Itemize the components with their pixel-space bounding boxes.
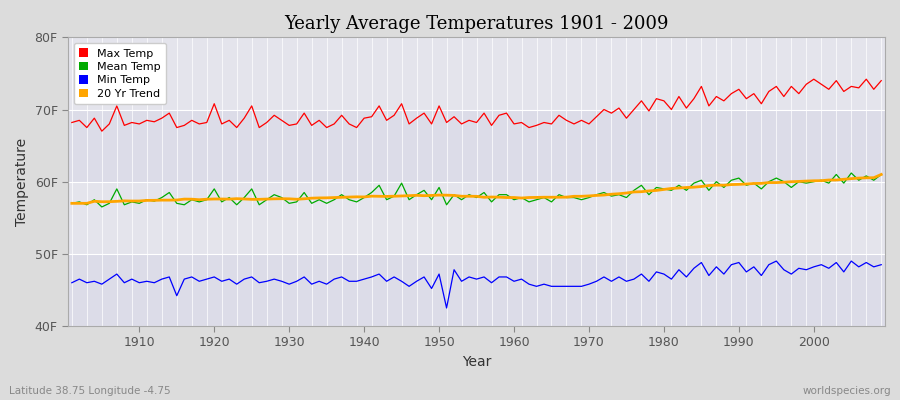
Bar (68, 182, 885, 254)
X-axis label: Year: Year (462, 355, 491, 369)
Legend: Max Temp, Mean Temp, Min Temp, 20 Yr Trend: Max Temp, Mean Temp, Min Temp, 20 Yr Tre… (74, 43, 166, 104)
Text: worldspecies.org: worldspecies.org (803, 386, 891, 396)
Bar (68, 254, 885, 326)
Y-axis label: Temperature: Temperature (15, 138, 29, 226)
Bar (68, 37, 885, 110)
Title: Yearly Average Temperatures 1901 - 2009: Yearly Average Temperatures 1901 - 2009 (284, 15, 669, 33)
Bar (68, 110, 885, 182)
Text: Latitude 38.75 Longitude -4.75: Latitude 38.75 Longitude -4.75 (9, 386, 171, 396)
